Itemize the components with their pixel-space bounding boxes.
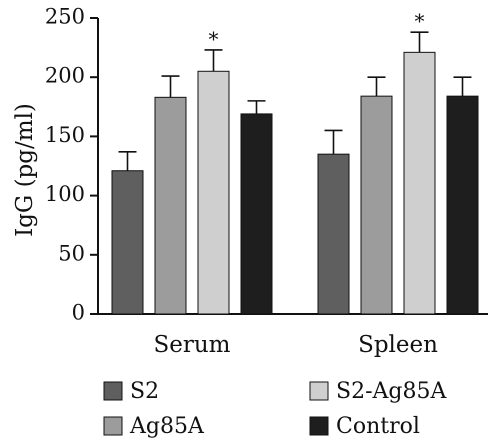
significance-marker: * bbox=[415, 9, 425, 33]
bar-control-serum bbox=[240, 113, 273, 315]
bar-s2-spleen bbox=[317, 153, 350, 315]
y-tick-label: 50 bbox=[58, 241, 85, 265]
bar-ag85a-serum bbox=[154, 96, 187, 315]
legend-label-s2: S2 bbox=[130, 379, 159, 404]
legend: S2 S2-Ag85A Ag85A Control bbox=[103, 379, 447, 439]
bar-s2-serum bbox=[111, 170, 144, 315]
legend-swatch-ag85a bbox=[103, 416, 123, 436]
legend-label-control: Control bbox=[336, 414, 420, 439]
significance-marker: * bbox=[209, 27, 219, 51]
x-axis-labels: Serum Spleen bbox=[154, 332, 439, 358]
y-tick-label: 250 bbox=[45, 5, 85, 29]
y-axis-label: IgG (pg/ml) bbox=[12, 103, 38, 237]
bar-ag85a-spleen bbox=[360, 95, 393, 315]
x-category-label-spleen: Spleen bbox=[358, 332, 438, 358]
y-tick-label: 150 bbox=[45, 123, 85, 147]
x-category-label-serum: Serum bbox=[154, 332, 231, 358]
legend-swatch-control bbox=[309, 416, 329, 436]
bar-control-spleen bbox=[446, 95, 479, 315]
y-axis-ticks: 0 50 100 150 200 250 bbox=[45, 5, 98, 325]
bar-s2-ag85a-spleen bbox=[403, 51, 436, 315]
y-tick-label: 0 bbox=[72, 301, 85, 325]
bars: ** bbox=[111, 9, 479, 315]
legend-label-s2-ag85a: S2-Ag85A bbox=[336, 379, 447, 404]
y-tick-label: 100 bbox=[45, 182, 85, 206]
legend-swatch-s2 bbox=[103, 381, 123, 401]
y-tick-label: 200 bbox=[45, 64, 85, 88]
legend-swatch-s2-ag85a bbox=[309, 381, 329, 401]
legend-label-ag85a: Ag85A bbox=[129, 414, 205, 439]
bar-s2-ag85a-serum bbox=[197, 70, 230, 315]
